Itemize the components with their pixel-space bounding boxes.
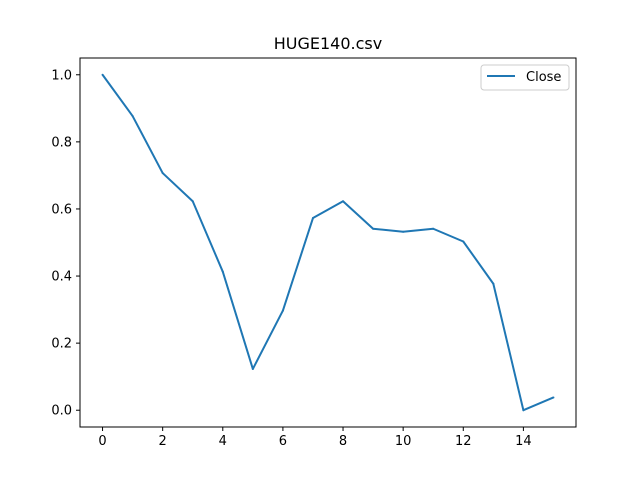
data-point <box>311 217 314 220</box>
plot-area <box>79 57 577 428</box>
x-tick-label: 2 <box>159 434 167 449</box>
x-tick-label: 12 <box>455 434 472 449</box>
data-point <box>191 200 194 203</box>
data-point <box>131 115 134 118</box>
data-point <box>372 227 375 230</box>
x-tick-label: 14 <box>515 434 532 449</box>
data-point <box>462 240 465 243</box>
y-axis: 0.0 0.2 0.4 0.6 0.8 1.0 <box>51 68 80 419</box>
data-point <box>432 227 435 230</box>
data-point <box>251 367 254 370</box>
data-point <box>221 270 224 273</box>
y-tick-label: 0.8 <box>51 135 72 150</box>
data-point <box>402 230 405 233</box>
y-tick-label: 0.6 <box>51 202 72 217</box>
x-tick-label: 10 <box>395 434 412 449</box>
x-tick-label: 6 <box>279 434 287 449</box>
chart-title: HUGE140.csv <box>274 34 382 53</box>
x-tick-label: 0 <box>98 434 106 449</box>
x-tick-label: 4 <box>219 434 227 449</box>
y-tick-label: 0.2 <box>51 337 72 352</box>
legend: Close <box>480 64 570 91</box>
x-axis: 0 2 4 6 8 10 12 14 <box>98 427 532 449</box>
data-point <box>101 73 104 76</box>
legend-box <box>480 64 570 91</box>
series-layer <box>101 73 555 412</box>
data-point <box>522 409 525 412</box>
y-tick-label: 0.4 <box>51 270 72 285</box>
legend-label: Close <box>526 70 561 85</box>
data-point <box>492 282 495 285</box>
series-line-close <box>101 74 554 412</box>
y-tick-label: 1.0 <box>51 68 72 83</box>
y-tick-label: 0.0 <box>51 404 72 419</box>
data-point <box>342 200 345 203</box>
x-tick-label: 8 <box>339 434 347 449</box>
data-point <box>281 309 284 312</box>
data-point <box>552 396 555 399</box>
data-point <box>161 172 164 175</box>
